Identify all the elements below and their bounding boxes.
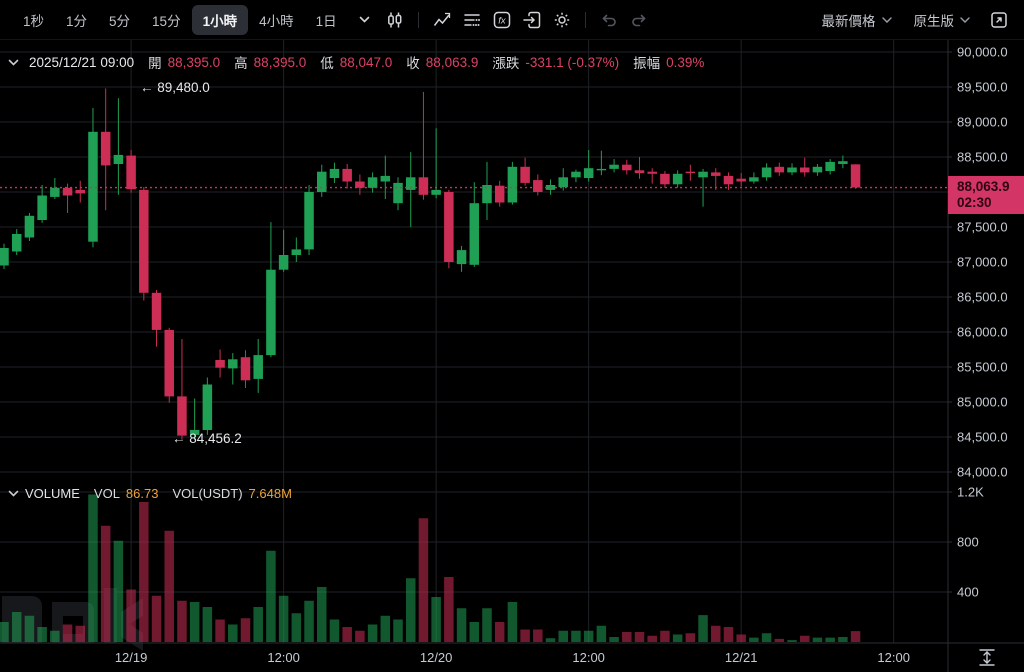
- price-axis-label: 90,000.0: [957, 45, 1008, 60]
- ohlc-info-bar: 2025/12/21 09:00 開 88,395.0 高 88,395.0 低…: [8, 52, 704, 72]
- svg-text:fx: fx: [498, 15, 507, 26]
- change-value: -331.1 (-0.37%): [525, 54, 620, 70]
- vol-usdt-value: 7.648M: [248, 486, 292, 501]
- volume-axis[interactable]: 1.2K 800 400: [948, 485, 984, 600]
- collapse-chevron-icon[interactable]: [8, 490, 19, 497]
- candles: [0, 88, 861, 441]
- price-axis-label: 85,000.0: [957, 395, 1008, 410]
- settings-gear-icon[interactable]: [549, 7, 575, 33]
- high-label: 高: [234, 56, 248, 71]
- gridlines: [0, 40, 948, 643]
- volume-axis-label: 1.2K: [957, 485, 984, 500]
- low-value: 88,047.0: [339, 54, 393, 70]
- chevron-down-icon: [881, 16, 892, 23]
- price-annotation: ← 84,456.2: [172, 431, 242, 446]
- high-value: 88,395.0: [253, 54, 307, 70]
- last-price-badge: 88,063.902:30: [948, 176, 1024, 214]
- toolbar-right-group: 最新價格 原生版: [816, 6, 1013, 34]
- price-axis-label: 88,500.0: [957, 150, 1008, 165]
- interval-button-1日[interactable]: 1日: [315, 13, 337, 29]
- price-axis-label: 86,000.0: [957, 325, 1008, 340]
- vol-label: VOL: [93, 486, 120, 501]
- price-axis-label: 84,000.0: [957, 465, 1008, 480]
- vol-usdt-label: VOL(USDT): [172, 486, 243, 501]
- low-label: 低: [320, 56, 334, 71]
- formula-fx-icon[interactable]: fx: [489, 7, 515, 33]
- volume-axis-label: 400: [957, 585, 979, 600]
- interval-button-1小時[interactable]: 1小時: [191, 4, 249, 35]
- interval-button-5分[interactable]: 5分: [109, 13, 131, 29]
- time-axis-label: 12/20: [420, 650, 453, 665]
- price-annotations: ← 89,480.0 ← 84,456.2: [140, 80, 242, 446]
- price-axis[interactable]: 90,000.089,500.089,000.088,500.088,000.0…: [948, 45, 1008, 480]
- save-template-icon[interactable]: [519, 7, 545, 33]
- chevron-down-icon: [960, 16, 970, 23]
- interval-group: 1秒 1分 5分 15分 1小時 4小時 1日: [12, 4, 348, 35]
- interval-button-15分[interactable]: 15分: [152, 13, 181, 29]
- price-axis-label: 86,500.0: [957, 290, 1008, 305]
- price-axis-label: 87,000.0: [957, 255, 1008, 270]
- volume-header: VOLUME VOL 86.73 VOL(USDT) 7.648M: [8, 486, 292, 501]
- collapse-chevron-icon[interactable]: [8, 59, 19, 66]
- price-axis-label: 85,500.0: [957, 360, 1008, 375]
- toolbar-separator: [417, 11, 419, 28]
- redo-icon[interactable]: [626, 7, 652, 33]
- badge-price: 88,063.9: [957, 179, 1010, 194]
- interval-button-1秒[interactable]: 1秒: [23, 13, 45, 29]
- volume-title: VOLUME: [25, 486, 80, 501]
- indicator-icon[interactable]: [429, 7, 455, 33]
- open-label: 開: [148, 56, 162, 71]
- version-dropdown[interactable]: 原生版: [908, 6, 977, 34]
- toolbar: 1秒 1分 5分 15分 1小時 4小時 1日: [0, 0, 1024, 40]
- price-axis-label: 89,000.0: [957, 115, 1008, 130]
- change-label: 漲跌: [492, 56, 520, 71]
- badge-countdown: 02:30: [957, 195, 992, 210]
- open-value: 88,395.0: [167, 54, 221, 70]
- version-label: 原生版: [913, 13, 955, 29]
- time-axis-label: 12:00: [877, 650, 910, 665]
- display-settings-icon[interactable]: [459, 7, 485, 33]
- latest-price-dropdown[interactable]: 最新價格: [816, 6, 898, 34]
- price-axis-label: 84,500.0: [957, 430, 1008, 445]
- close-value: 88,063.9: [425, 54, 479, 70]
- amplitude-label: 振幅: [633, 56, 661, 71]
- interval-dropdown-chevron-icon[interactable]: [352, 7, 378, 33]
- time-axis-label: 12:00: [267, 650, 300, 665]
- interval-button-1分[interactable]: 1分: [66, 13, 88, 29]
- price-scale-reset-icon[interactable]: [979, 649, 995, 666]
- toolbar-separator: [584, 11, 586, 28]
- vol-value: 86.73: [125, 486, 159, 501]
- price-annotation: ← 89,480.0: [140, 80, 210, 95]
- time-axis-label: 12/21: [725, 650, 758, 665]
- candlestick-style-icon[interactable]: [382, 7, 408, 33]
- volume-axis-label: 800: [957, 535, 979, 550]
- price-axis-label: 89,500.0: [957, 80, 1008, 95]
- amplitude-value: 0.39%: [666, 54, 705, 70]
- fullscreen-icon[interactable]: [986, 7, 1012, 33]
- candle-datetime: 2025/12/21 09:00: [29, 54, 135, 70]
- time-axis-label: 12:00: [572, 650, 605, 665]
- price-axis-label: 87,500.0: [957, 220, 1008, 235]
- close-label: 收: [406, 56, 420, 71]
- latest-price-label: 最新價格: [821, 13, 876, 29]
- undo-icon[interactable]: [596, 7, 622, 33]
- volume-bars: [0, 494, 861, 642]
- interval-button-4小時[interactable]: 4小時: [259, 13, 294, 29]
- time-axis[interactable]: 12/19 12:00 12/20 12:00 12/21 12:00: [115, 650, 910, 665]
- time-axis-label: 12/19: [115, 650, 148, 665]
